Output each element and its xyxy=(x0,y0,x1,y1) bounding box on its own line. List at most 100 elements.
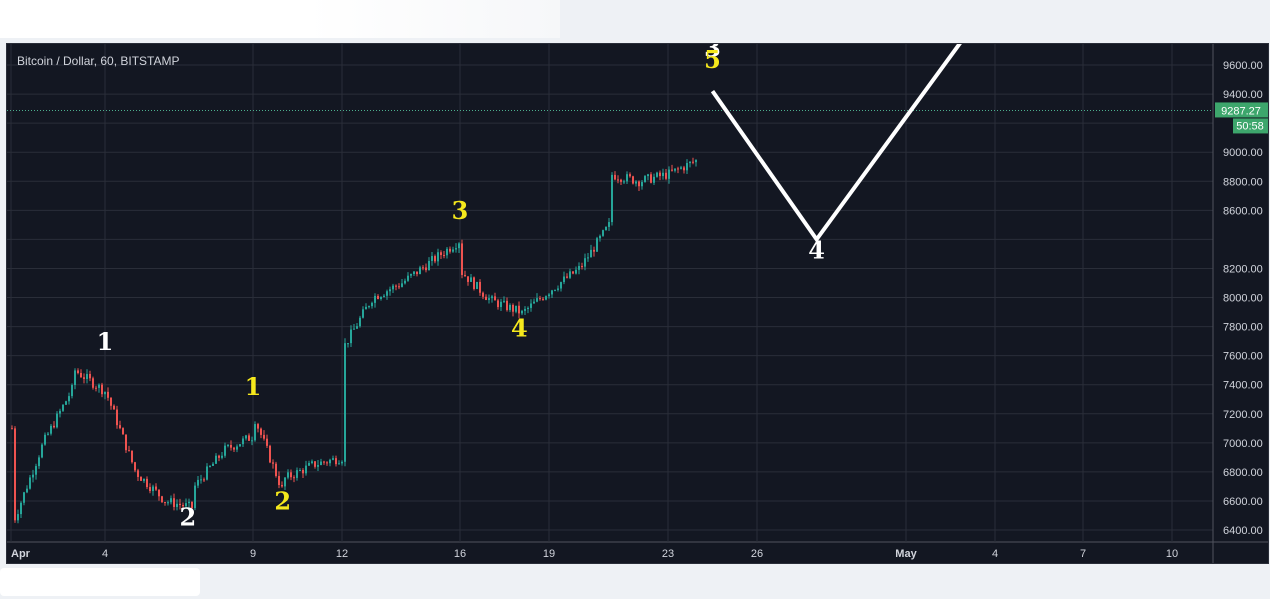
candle-body xyxy=(116,409,118,426)
candle-body xyxy=(407,275,409,281)
candle-body xyxy=(80,372,82,378)
candle-body xyxy=(44,434,46,445)
candle-body xyxy=(20,502,22,515)
candle-body xyxy=(155,486,157,490)
candle-body xyxy=(188,501,190,504)
candle-body xyxy=(110,397,112,406)
candle-body xyxy=(536,298,538,302)
candle-body xyxy=(377,295,379,299)
candle-body xyxy=(401,283,403,287)
candle-body xyxy=(191,501,193,509)
candle-body xyxy=(185,503,187,507)
candle-body xyxy=(254,424,256,441)
candle-body xyxy=(212,463,214,466)
candle-body xyxy=(554,289,556,291)
chart-panel[interactable]: 6400.00 6600.00 6800.00 7000.00 7200.00 7400.… xyxy=(6,43,1269,564)
candle-body xyxy=(593,249,595,252)
candle-body xyxy=(323,461,325,463)
candle-body xyxy=(83,377,85,379)
candle-body xyxy=(398,286,400,288)
redacted-top-area xyxy=(0,0,560,38)
candle-body xyxy=(353,328,355,330)
candle-body xyxy=(410,273,412,276)
candle-body xyxy=(152,486,154,492)
y-tick-label: 8600.00 xyxy=(1223,205,1263,217)
candle-body xyxy=(239,444,241,447)
wave-label: 1 xyxy=(245,372,262,401)
candle-body xyxy=(476,281,478,289)
candle-body xyxy=(140,476,142,481)
y-tick-label: 7600.00 xyxy=(1223,351,1263,363)
y-tick-label: 8200.00 xyxy=(1223,263,1263,275)
candle-body xyxy=(203,479,205,481)
candle-body xyxy=(443,255,445,257)
candle-body xyxy=(29,477,31,489)
candle-body xyxy=(569,271,571,278)
candle-body xyxy=(479,281,481,293)
candlestick-chart[interactable]: 6400.00 6600.00 6800.00 7000.00 7200.00 7400.… xyxy=(7,44,1268,563)
candle-body xyxy=(200,479,202,481)
candle-body xyxy=(425,267,427,271)
candle-body xyxy=(263,434,265,439)
y-tick-label: 7800.00 xyxy=(1223,322,1263,334)
wave-label: 3 xyxy=(452,196,469,225)
candle-body xyxy=(668,169,670,179)
candle-body xyxy=(278,476,280,486)
candle-body xyxy=(677,168,679,170)
candle-body xyxy=(386,291,388,296)
candle-body xyxy=(503,300,505,302)
candle-body xyxy=(53,425,55,428)
x-tick-label: 7 xyxy=(1080,548,1086,560)
y-tick-label: 6400.00 xyxy=(1223,525,1263,537)
wave-label: 1 xyxy=(97,327,114,356)
candle-body xyxy=(62,404,64,411)
candle-body xyxy=(218,455,220,458)
candle-body xyxy=(122,428,124,435)
candle-body xyxy=(563,276,565,283)
candle-body xyxy=(461,243,463,275)
candle-body xyxy=(95,387,97,389)
candle-body xyxy=(452,249,454,252)
candle-body xyxy=(440,252,442,256)
candle-body xyxy=(362,309,364,318)
candle-body xyxy=(575,269,577,274)
x-tick-label: 10 xyxy=(1166,548,1178,560)
candle-body xyxy=(494,296,496,301)
candle-body xyxy=(26,488,28,493)
candle-body xyxy=(290,472,292,478)
candle-body xyxy=(497,300,499,308)
candle-body xyxy=(647,174,649,177)
candle-body xyxy=(104,391,106,395)
candle-body xyxy=(137,470,139,477)
candle-body xyxy=(551,290,553,295)
candle-body xyxy=(194,485,196,509)
candle-body xyxy=(692,161,694,163)
candle-body xyxy=(671,169,673,171)
candle-body xyxy=(182,504,184,507)
candle-body xyxy=(686,163,688,171)
candle-body xyxy=(623,181,625,183)
candle-body xyxy=(416,271,418,275)
candle-body xyxy=(638,181,640,187)
symbol-title: Bitcoin / Dollar, 60, BITSTAMP xyxy=(17,54,180,68)
candle-body xyxy=(482,292,484,297)
candle-body xyxy=(572,271,574,274)
candle-body xyxy=(371,302,373,307)
candle-body xyxy=(656,172,658,177)
candle-body xyxy=(419,267,421,275)
candle-body xyxy=(143,478,145,481)
candle-body xyxy=(380,296,382,299)
x-tick-label: 4 xyxy=(992,548,998,560)
price-label-box xyxy=(1215,102,1268,118)
candle-body xyxy=(344,343,346,462)
candle-body xyxy=(68,396,70,402)
candle-body xyxy=(584,258,586,267)
candle-body xyxy=(281,485,283,487)
candle-body xyxy=(107,391,109,398)
y-tick-label: 7000.00 xyxy=(1223,438,1263,450)
candle-body xyxy=(269,445,271,463)
candle-body xyxy=(548,294,550,297)
candle-body xyxy=(251,440,253,442)
wave-label: 4 xyxy=(511,314,528,343)
wave-label: 5 xyxy=(704,45,721,74)
